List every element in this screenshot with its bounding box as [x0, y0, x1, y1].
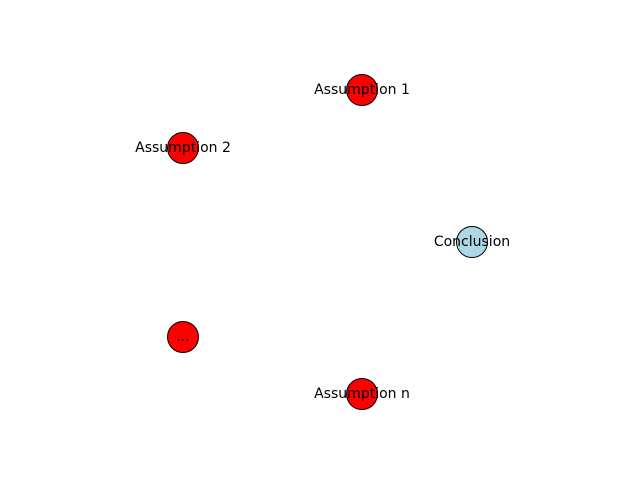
node-conclusion-circle [456, 226, 488, 258]
node-assumption-1: Assumption 1 [314, 74, 410, 106]
node-assumption-n-label: Assumption n [314, 386, 410, 402]
node-assumption-1-circle [346, 74, 378, 106]
node-assumption-2-circle [167, 132, 199, 164]
node-ellipsis: ... [167, 321, 199, 353]
node-assumption-n-circle [346, 378, 378, 410]
node-ellipsis-label: ... [176, 329, 189, 345]
node-ellipsis-circle [167, 321, 199, 353]
node-assumption-1-label: Assumption 1 [314, 82, 410, 98]
node-conclusion: Conclusion [434, 226, 510, 258]
node-conclusion-label: Conclusion [434, 234, 510, 250]
node-assumption-n: Assumption n [314, 378, 410, 410]
node-assumption-2: Assumption 2 [135, 132, 231, 164]
node-assumption-2-label: Assumption 2 [135, 140, 231, 156]
